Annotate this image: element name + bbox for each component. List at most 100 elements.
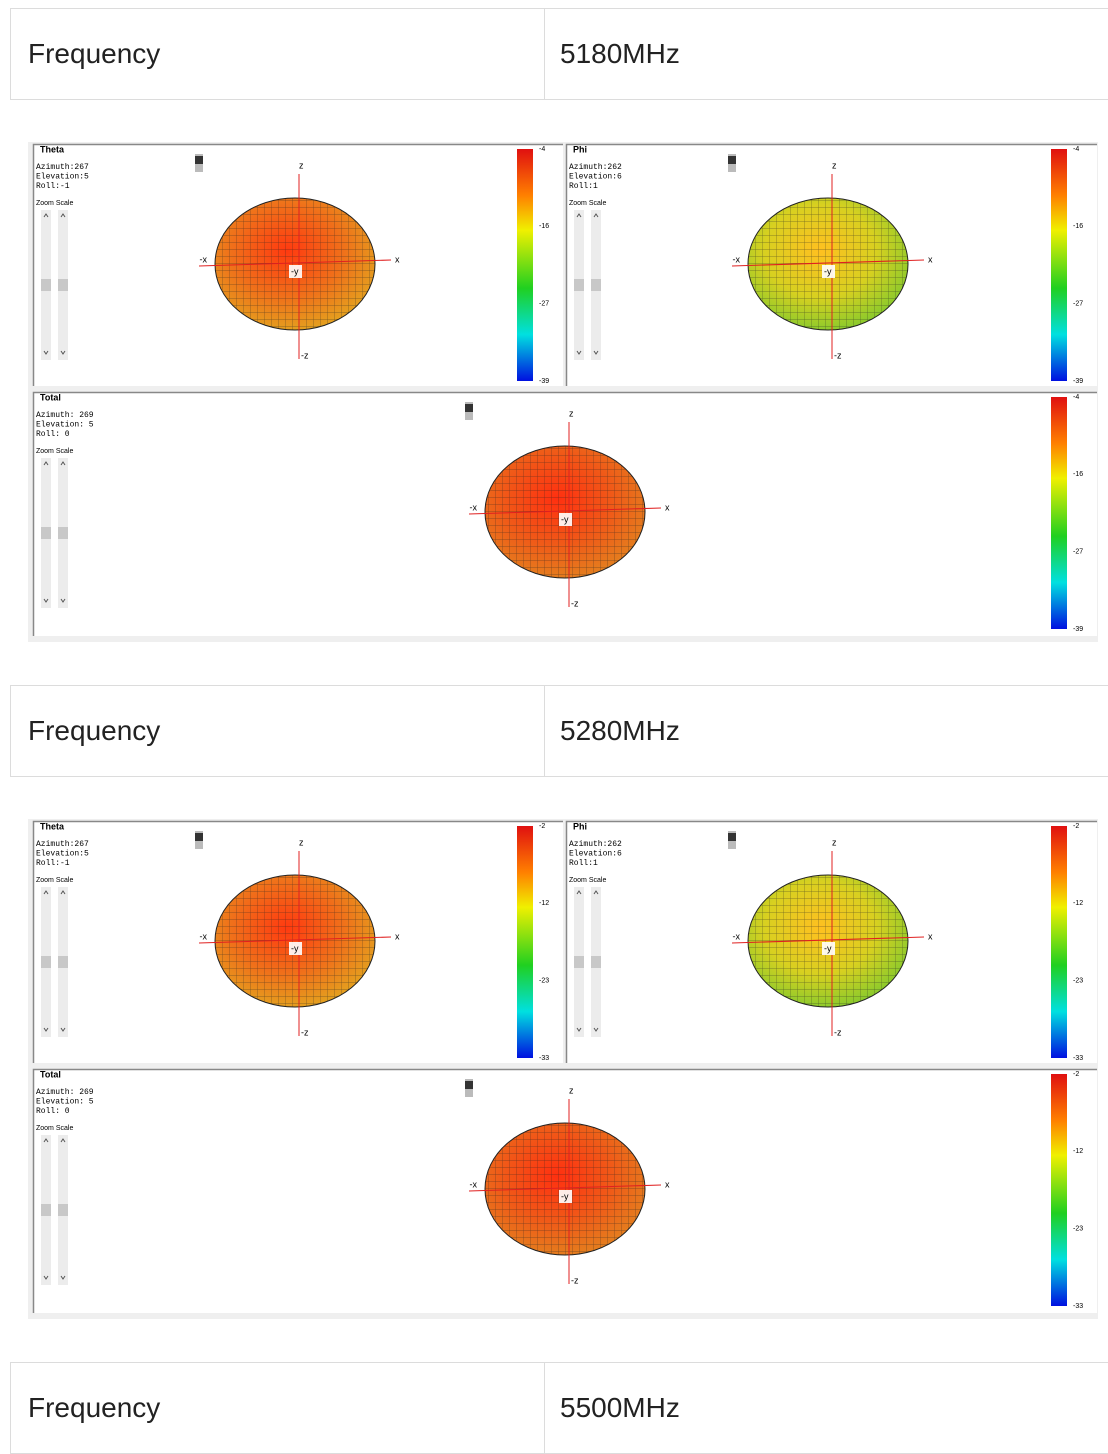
slider-arrow-down — [43, 1027, 49, 1032]
colorbar-tick-label: -23 — [1073, 978, 1083, 985]
colorbar — [1051, 1074, 1067, 1306]
colorbar-tick-label: -4 — [539, 146, 545, 153]
phone-icon-top — [728, 833, 736, 841]
elevation-label: Elevation:6 — [569, 850, 622, 859]
axis-label: -x — [200, 931, 208, 941]
colorbar — [517, 826, 533, 1058]
axis-label: -y — [291, 943, 299, 953]
panel-title: Total — [40, 1069, 61, 1079]
slider-arrow-down — [43, 598, 49, 603]
axis-label: -y — [824, 266, 832, 276]
pattern-mesh — [748, 875, 908, 1007]
colorbar-tick-label: -2 — [1073, 1071, 1079, 1078]
axis-label: -x — [470, 502, 478, 512]
colorbar-tick-label: -39 — [539, 378, 549, 385]
elevation-label: Elevation:6 — [569, 173, 622, 182]
axis-label: -y — [561, 1191, 569, 1201]
axis-label: z — [299, 837, 304, 847]
slider-arrow-up — [60, 1138, 66, 1143]
elevation-label: Elevation:5 — [36, 173, 89, 182]
slider-arrow-down — [60, 598, 66, 603]
roll-label: Roll: 0 — [36, 430, 70, 439]
colorbar-tick-label: -33 — [1073, 1055, 1083, 1062]
x-axis — [468, 507, 662, 515]
roll-label: Roll:1 — [569, 182, 598, 191]
panel-title: Theta — [40, 821, 65, 831]
zoom-scale-label: Zoom Scale — [36, 200, 73, 207]
colorbar-tick-label: -2 — [539, 823, 545, 830]
axis-label-box — [822, 265, 835, 278]
colorbar-tick-label: -16 — [1073, 223, 1083, 230]
slider-thumb — [591, 279, 601, 291]
axis-label: z — [832, 160, 837, 170]
slider-thumb — [58, 527, 68, 539]
pattern-mesh — [215, 875, 375, 1007]
axis-label: -z — [301, 350, 309, 360]
slider-arrow-down — [60, 350, 66, 355]
colorbar — [1051, 397, 1067, 629]
slider-thumb — [574, 956, 584, 968]
panel-title: Phi — [573, 821, 587, 831]
panel-border — [565, 143, 1097, 386]
slider-arrow-up — [43, 1138, 49, 1143]
phone-icon-top — [465, 1081, 473, 1089]
slider-arrow-down — [576, 1027, 582, 1032]
elevation-label: Elevation:5 — [36, 850, 89, 859]
panel-title: Phi — [573, 144, 587, 154]
azimuth-label: Azimuth: 269 — [36, 1088, 94, 1097]
axis-label: x — [928, 931, 933, 941]
axis-label: -z — [834, 1027, 842, 1037]
pattern-mesh — [485, 446, 645, 578]
panel-border — [565, 820, 1097, 1063]
slider-thumb — [58, 1204, 68, 1216]
slider-arrow-down — [60, 1027, 66, 1032]
azimuth-label: Azimuth:267 — [36, 840, 89, 849]
colorbar-tick-label: -4 — [1073, 394, 1079, 401]
roll-label: Roll: 0 — [36, 1107, 70, 1116]
x-axis — [731, 936, 925, 944]
axis-label: -x — [733, 254, 741, 264]
axis-label: -z — [571, 598, 579, 608]
panel-border — [32, 1068, 1097, 1313]
panel-title: Total — [40, 392, 61, 402]
slider-arrow-down — [593, 350, 599, 355]
colorbar — [1051, 149, 1067, 381]
axis-label: -y — [824, 943, 832, 953]
axis-label: -z — [301, 1027, 309, 1037]
azimuth-label: Azimuth:267 — [36, 163, 89, 172]
axis-label: z — [299, 160, 304, 170]
slider-thumb — [58, 956, 68, 968]
table-row: Frequency 5180MHz — [10, 8, 1108, 100]
row-label: Frequency — [28, 715, 161, 746]
slider-arrow-up — [60, 890, 66, 895]
slider-thumb — [591, 956, 601, 968]
row-value: 5500MHz — [560, 1392, 680, 1423]
slider-arrow-up — [43, 890, 49, 895]
row-value: 5280MHz — [560, 715, 680, 746]
axis-label: z — [569, 1085, 574, 1095]
column-separator — [544, 1363, 545, 1453]
colorbar-tick-label: -16 — [539, 223, 549, 230]
colorbar-tick-label: -12 — [1073, 900, 1083, 907]
slider-arrow-down — [43, 350, 49, 355]
pattern-mesh — [748, 198, 908, 330]
axis-label: z — [569, 408, 574, 418]
slider-arrow-up — [43, 461, 49, 466]
x-axis — [468, 1184, 662, 1192]
row-label: Frequency — [28, 1392, 161, 1423]
axis-label-box — [559, 513, 572, 526]
axis-label: -z — [571, 1275, 579, 1285]
axis-label: x — [395, 931, 400, 941]
colorbar-tick-label: -2 — [1073, 823, 1079, 830]
zoom-scale-label: Zoom Scale — [36, 877, 73, 884]
axis-label: z — [832, 837, 837, 847]
slider-arrow-up — [60, 213, 66, 218]
slider-thumb — [41, 1204, 51, 1216]
phone-icon-top — [195, 833, 203, 841]
phone-icon-top — [728, 156, 736, 164]
colorbar-tick-label: -23 — [1073, 1226, 1083, 1233]
